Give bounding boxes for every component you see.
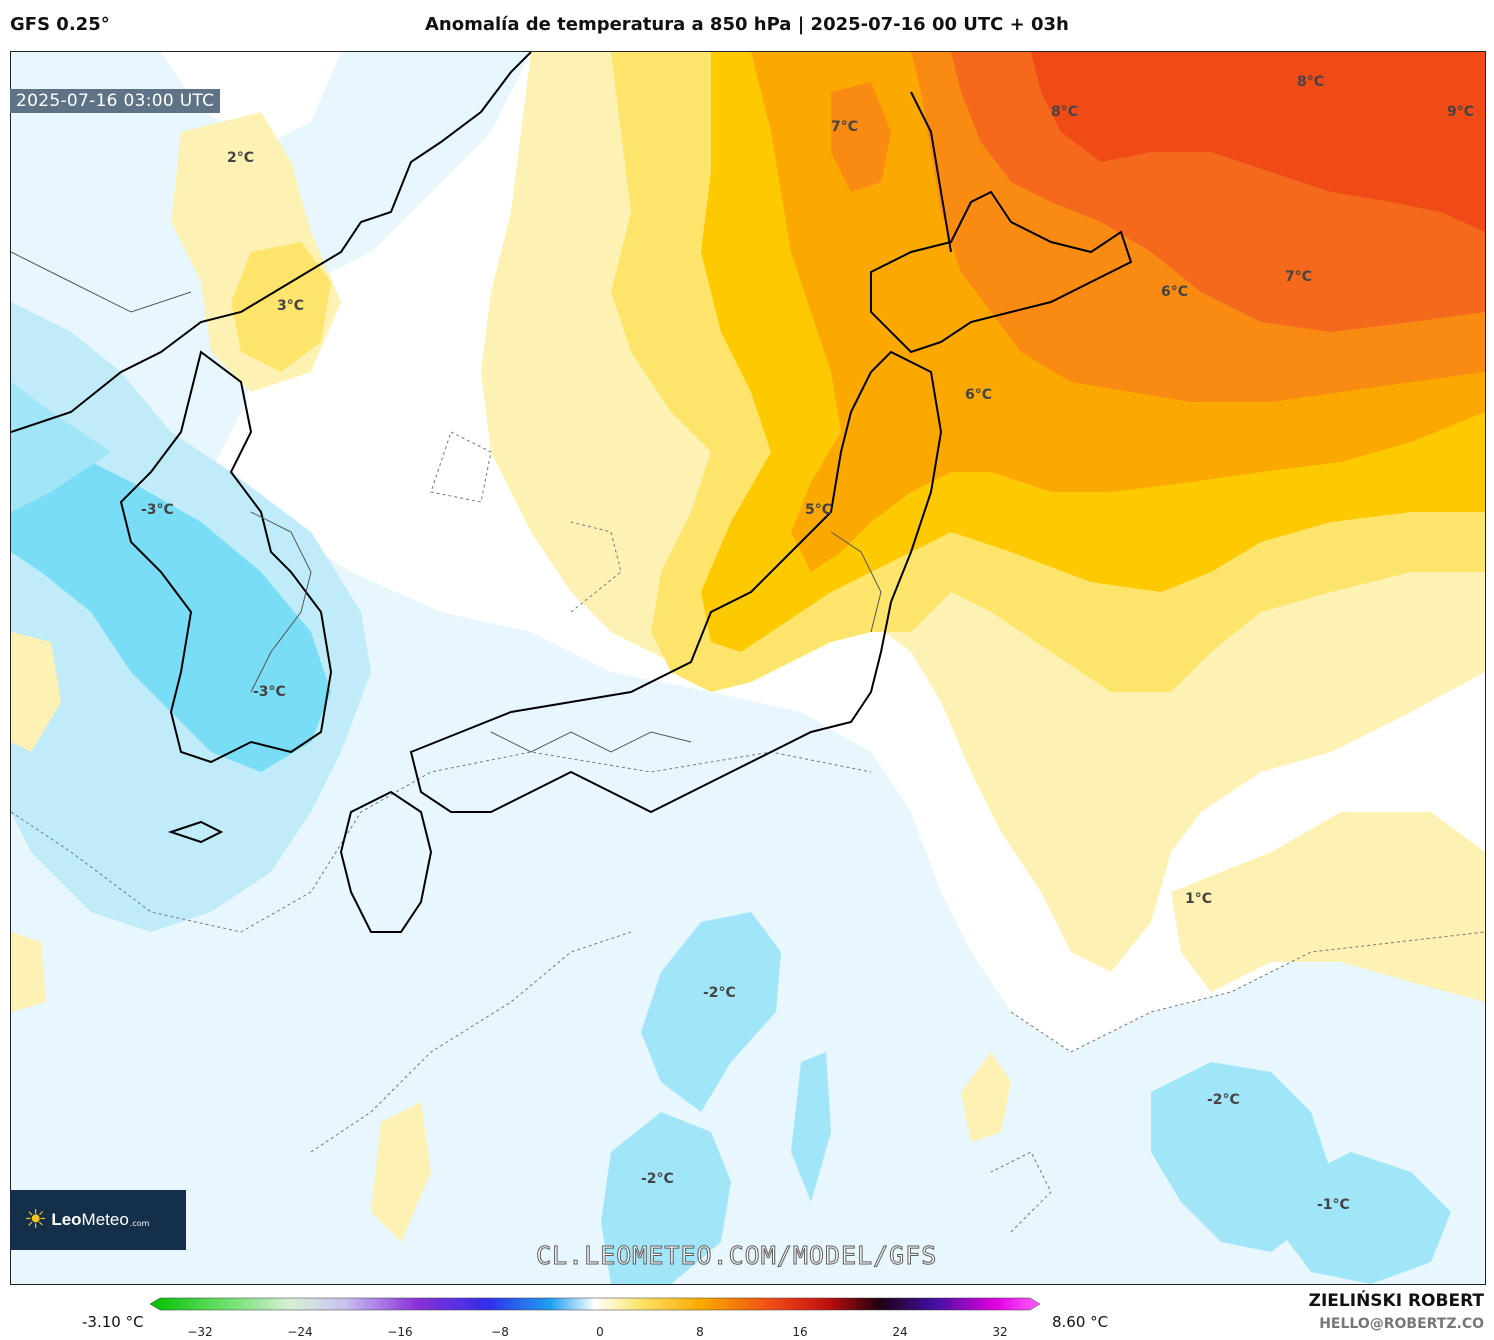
colorbar: −32 −24 −16 −8 0 8 16 24 32 (150, 1297, 1041, 1339)
warm-zone-5b (831, 82, 891, 192)
valid-time-stamp: 2025-07-16 03:00 UTC (10, 89, 221, 113)
label-2c: 2°C (227, 150, 254, 166)
label-neg3c-korea-north: -3°C (141, 502, 174, 518)
label-6c-tohoku: 6°C (965, 387, 992, 403)
label-neg2c-center: -2°C (703, 985, 736, 1001)
dotted-contours (11, 431, 1485, 1233)
korea-coast (119, 350, 333, 764)
warm-zone-2b (231, 242, 331, 372)
colorbar-max-label: 8.60 °C (1052, 1313, 1109, 1331)
label-8c-hokkaido: 8°C (1051, 104, 1078, 120)
cold-zone-korea-core (11, 432, 331, 772)
cold-zone-south-4 (1281, 1152, 1451, 1284)
warm-zone-1c (1171, 812, 1485, 1002)
label-6c-east: 6°C (1161, 284, 1188, 300)
label-9c: 9°C (1447, 104, 1474, 120)
tick-5: 0 (596, 1325, 604, 1339)
cold-zone-south-1 (641, 912, 781, 1112)
contour-labels: 2°C 3°C -3°C -3°C 7°C 8°C 8°C 9°C 6°C 7°… (141, 74, 1474, 1213)
map-panel: 2°C 3°C -3°C -3°C 7°C 8°C 8°C 9°C 6°C 7°… (10, 51, 1486, 1285)
tick-6: 8 (696, 1325, 704, 1339)
warm-zone-1d (961, 1052, 1011, 1142)
label-neg2c-southwest: -2°C (641, 1171, 674, 1187)
warm-zone-1g (11, 932, 46, 1012)
label-7c-west: 7°C (831, 119, 858, 135)
cold-zone-south-3 (1151, 1062, 1331, 1252)
tick-9: 32 (992, 1325, 1007, 1339)
author-email: HELLO@ROBERTZ.CO (1319, 1316, 1484, 1332)
label-1c: 1°C (1185, 891, 1212, 907)
cold-zone-korea-core-2 (11, 382, 111, 512)
label-5c: 5°C (805, 502, 832, 518)
coastlines (11, 52, 1133, 933)
tick-3: −16 (387, 1325, 412, 1339)
leometeo-logo: ☀ LeoMeteo .com (10, 1190, 186, 1250)
anomaly-map: 2°C 3°C -3°C -3°C 7°C 8°C 8°C 9°C 6°C 7°… (11, 52, 1485, 1284)
admin-borders (11, 251, 882, 753)
label-neg1c: -1°C (1317, 1197, 1350, 1213)
colorbar-ticks: −32 −24 −16 −8 0 8 16 24 32 (187, 1325, 1007, 1339)
map-title: Anomalía de temperatura a 850 hPa | 2025… (425, 14, 1069, 35)
tick-4: −8 (491, 1325, 509, 1339)
warm-zone-1f (11, 632, 61, 752)
label-7c-east: 7°C (1285, 269, 1312, 285)
model-url-watermark: CL.LEOMETEO.COM/MODEL/GFS (535, 1241, 938, 1271)
label-neg2c-southeast: -2°C (1207, 1092, 1240, 1108)
tick-7: 16 (792, 1325, 807, 1339)
label-3c-north: 3°C (277, 298, 304, 314)
sakhalin-coast (910, 91, 952, 253)
model-name: GFS 0.25° (10, 14, 110, 35)
sun-icon: ☀ (24, 1205, 48, 1235)
hokkaido-coast (870, 190, 1133, 354)
tick-1: −32 (187, 1325, 212, 1339)
label-neg3c-korea-south: -3°C (253, 684, 286, 700)
tick-8: 24 (892, 1325, 907, 1339)
cold-zone-south-2 (601, 1112, 731, 1284)
honshu-coast (409, 350, 943, 814)
cold-zone-south-5 (791, 1052, 831, 1202)
kyushu-coast (339, 790, 433, 933)
warm-zone-7 (1031, 52, 1485, 232)
tick-2: −24 (287, 1325, 312, 1339)
cold-zone-west (11, 52, 1485, 1284)
warm-zone-1e (371, 1102, 431, 1242)
colorbar-min-label: -3.10 °C (82, 1313, 144, 1331)
author-name: ZIELIŃSKI ROBERT (1308, 1291, 1484, 1311)
china-coast (11, 52, 532, 433)
label-8c-kamchatka: 8°C (1297, 74, 1324, 90)
jeju-coast (167, 820, 224, 844)
